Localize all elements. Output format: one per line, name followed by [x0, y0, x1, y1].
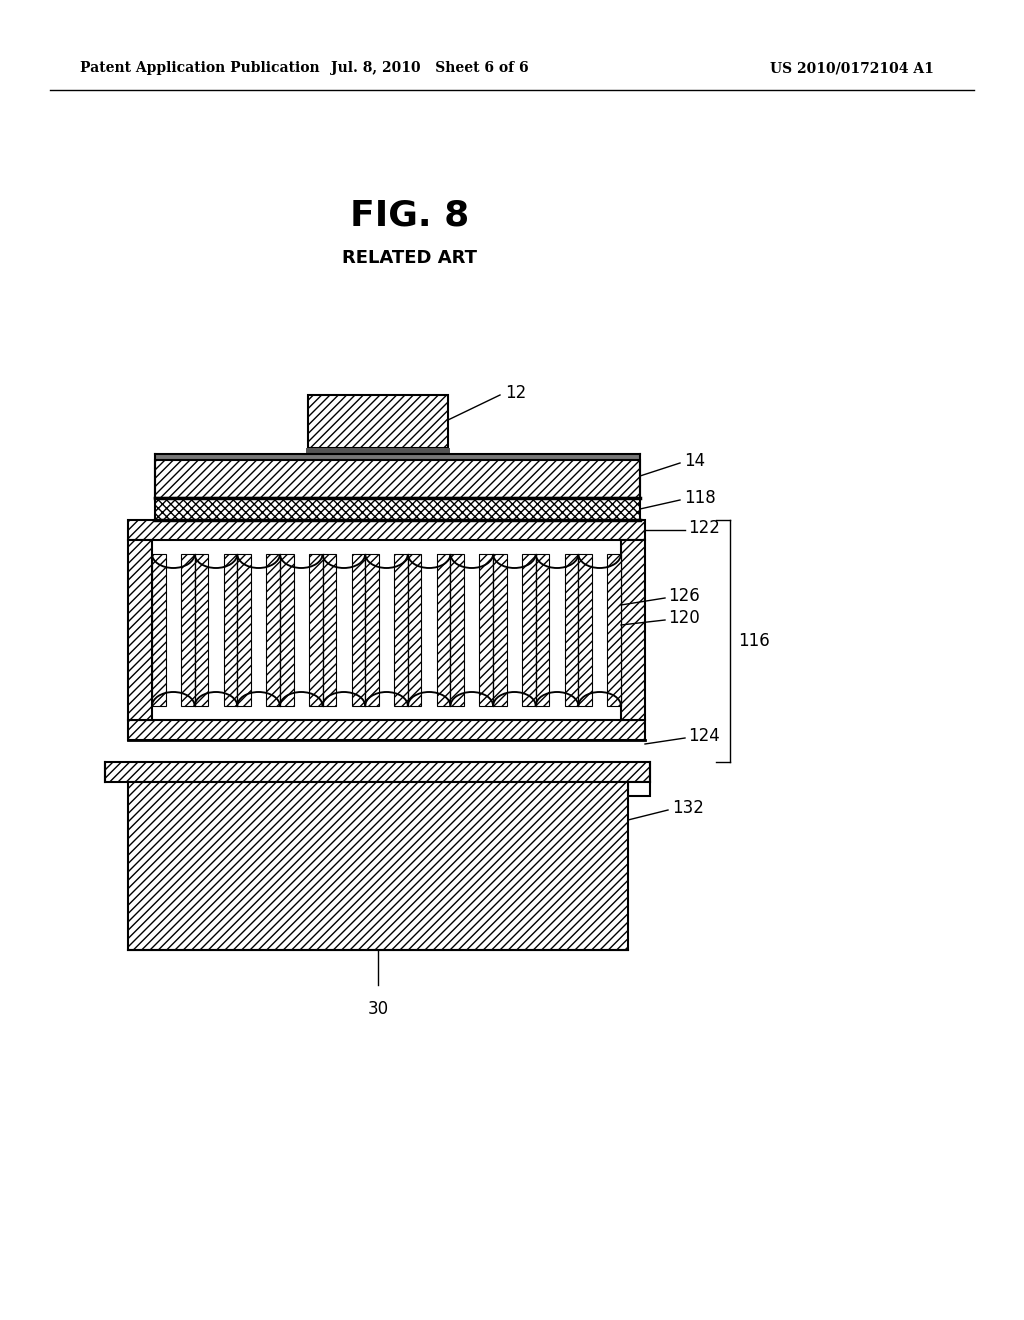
Bar	[607, 554, 621, 706]
Text: 126: 126	[668, 587, 699, 605]
Bar	[437, 554, 451, 706]
Bar	[408, 554, 422, 706]
Bar	[323, 554, 336, 706]
Bar	[195, 554, 208, 706]
Text: Patent Application Publication: Patent Application Publication	[80, 61, 319, 75]
Bar	[128, 781, 628, 950]
Text: 30: 30	[368, 1001, 388, 1018]
Text: Jul. 8, 2010   Sheet 6 of 6: Jul. 8, 2010 Sheet 6 of 6	[331, 61, 528, 75]
Bar	[155, 459, 640, 498]
Bar	[479, 554, 494, 706]
Bar	[155, 454, 640, 459]
Bar	[155, 459, 640, 498]
Bar	[394, 554, 408, 706]
Bar	[323, 554, 336, 706]
Bar	[522, 554, 536, 706]
Text: US 2010/0172104 A1: US 2010/0172104 A1	[770, 61, 934, 75]
Bar	[621, 540, 645, 719]
Bar	[105, 762, 650, 781]
Bar	[152, 554, 166, 706]
Bar	[579, 554, 592, 706]
Text: 122: 122	[688, 519, 720, 537]
Bar	[579, 554, 592, 706]
Bar	[366, 554, 379, 706]
Bar	[128, 719, 645, 741]
Bar	[223, 554, 238, 706]
Text: 132: 132	[672, 799, 703, 817]
Bar	[181, 554, 195, 706]
Bar	[394, 554, 408, 706]
Bar	[266, 554, 280, 706]
Bar	[437, 554, 451, 706]
Bar	[181, 554, 195, 706]
Bar	[128, 719, 645, 741]
Bar	[280, 554, 294, 706]
Bar	[238, 554, 251, 706]
Bar	[564, 554, 579, 706]
Bar	[536, 554, 549, 706]
Bar	[128, 520, 645, 540]
Bar	[128, 540, 152, 719]
Bar	[105, 762, 650, 781]
Bar	[128, 781, 628, 950]
Bar	[280, 554, 294, 706]
Bar	[308, 395, 449, 447]
Bar	[607, 554, 621, 706]
Bar	[152, 554, 166, 706]
Text: 124: 124	[688, 727, 720, 744]
Bar	[536, 554, 549, 706]
Bar	[621, 540, 645, 719]
Bar	[309, 554, 323, 706]
Text: 12: 12	[505, 384, 526, 403]
Bar	[155, 498, 640, 520]
Text: 116: 116	[738, 632, 770, 649]
Bar	[494, 554, 507, 706]
Bar	[309, 554, 323, 706]
Bar	[564, 554, 579, 706]
Bar	[128, 540, 152, 719]
Bar	[351, 554, 366, 706]
Bar	[223, 554, 238, 706]
Bar	[266, 554, 280, 706]
Text: FIG. 8: FIG. 8	[350, 198, 470, 232]
Text: 118: 118	[684, 488, 716, 507]
Bar	[142, 762, 628, 781]
Bar	[522, 554, 536, 706]
Bar	[128, 520, 645, 540]
Bar	[479, 554, 494, 706]
Text: 120: 120	[668, 609, 699, 627]
Bar	[195, 554, 208, 706]
Bar	[238, 554, 251, 706]
Bar	[366, 554, 379, 706]
Bar	[628, 781, 650, 796]
Bar	[451, 554, 464, 706]
Bar	[155, 498, 640, 520]
Bar	[494, 554, 507, 706]
Bar	[351, 554, 366, 706]
Bar	[451, 554, 464, 706]
Bar	[408, 554, 422, 706]
Bar	[306, 447, 450, 454]
Bar	[308, 395, 449, 447]
Text: RELATED ART: RELATED ART	[342, 249, 477, 267]
Text: 14: 14	[684, 451, 706, 470]
